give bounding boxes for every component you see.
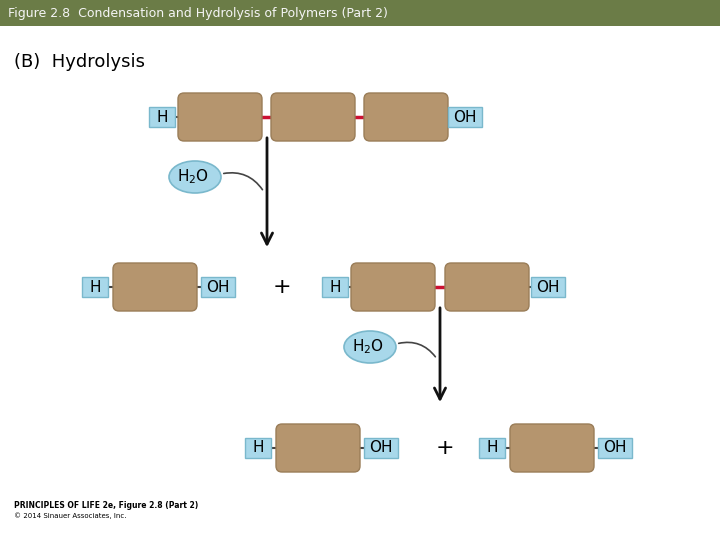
FancyBboxPatch shape [448, 107, 482, 127]
Text: +: + [273, 277, 292, 297]
FancyBboxPatch shape [445, 263, 529, 311]
Ellipse shape [169, 161, 221, 193]
Text: Figure 2.8  Condensation and Hydrolysis of Polymers (Part 2): Figure 2.8 Condensation and Hydrolysis o… [8, 6, 388, 19]
FancyBboxPatch shape [510, 424, 594, 472]
FancyBboxPatch shape [479, 438, 505, 458]
Text: (B)  Hydrolysis: (B) Hydrolysis [14, 53, 145, 71]
FancyBboxPatch shape [113, 263, 197, 311]
Text: H: H [486, 441, 498, 456]
Ellipse shape [344, 331, 396, 363]
Text: OH: OH [369, 441, 392, 456]
Text: +: + [436, 438, 454, 458]
Text: H: H [252, 441, 264, 456]
FancyBboxPatch shape [364, 438, 398, 458]
Text: H: H [329, 280, 341, 294]
Text: H: H [89, 280, 101, 294]
Text: H$_2$O: H$_2$O [177, 167, 209, 186]
Text: OH: OH [454, 110, 477, 125]
FancyBboxPatch shape [82, 277, 108, 297]
FancyBboxPatch shape [0, 0, 720, 26]
Text: OH: OH [206, 280, 230, 294]
FancyBboxPatch shape [598, 438, 632, 458]
FancyBboxPatch shape [178, 93, 262, 141]
FancyBboxPatch shape [351, 263, 435, 311]
Text: OH: OH [603, 441, 626, 456]
FancyBboxPatch shape [201, 277, 235, 297]
Text: © 2014 Sinauer Associates, Inc.: © 2014 Sinauer Associates, Inc. [14, 512, 127, 519]
FancyBboxPatch shape [322, 277, 348, 297]
Text: H$_2$O: H$_2$O [352, 338, 384, 356]
FancyBboxPatch shape [364, 93, 448, 141]
Text: OH: OH [536, 280, 559, 294]
FancyBboxPatch shape [531, 277, 565, 297]
FancyBboxPatch shape [245, 438, 271, 458]
FancyBboxPatch shape [276, 424, 360, 472]
FancyBboxPatch shape [149, 107, 175, 127]
Text: PRINCIPLES OF LIFE 2e, Figure 2.8 (Part 2): PRINCIPLES OF LIFE 2e, Figure 2.8 (Part … [14, 501, 198, 510]
Text: H: H [156, 110, 168, 125]
FancyBboxPatch shape [271, 93, 355, 141]
